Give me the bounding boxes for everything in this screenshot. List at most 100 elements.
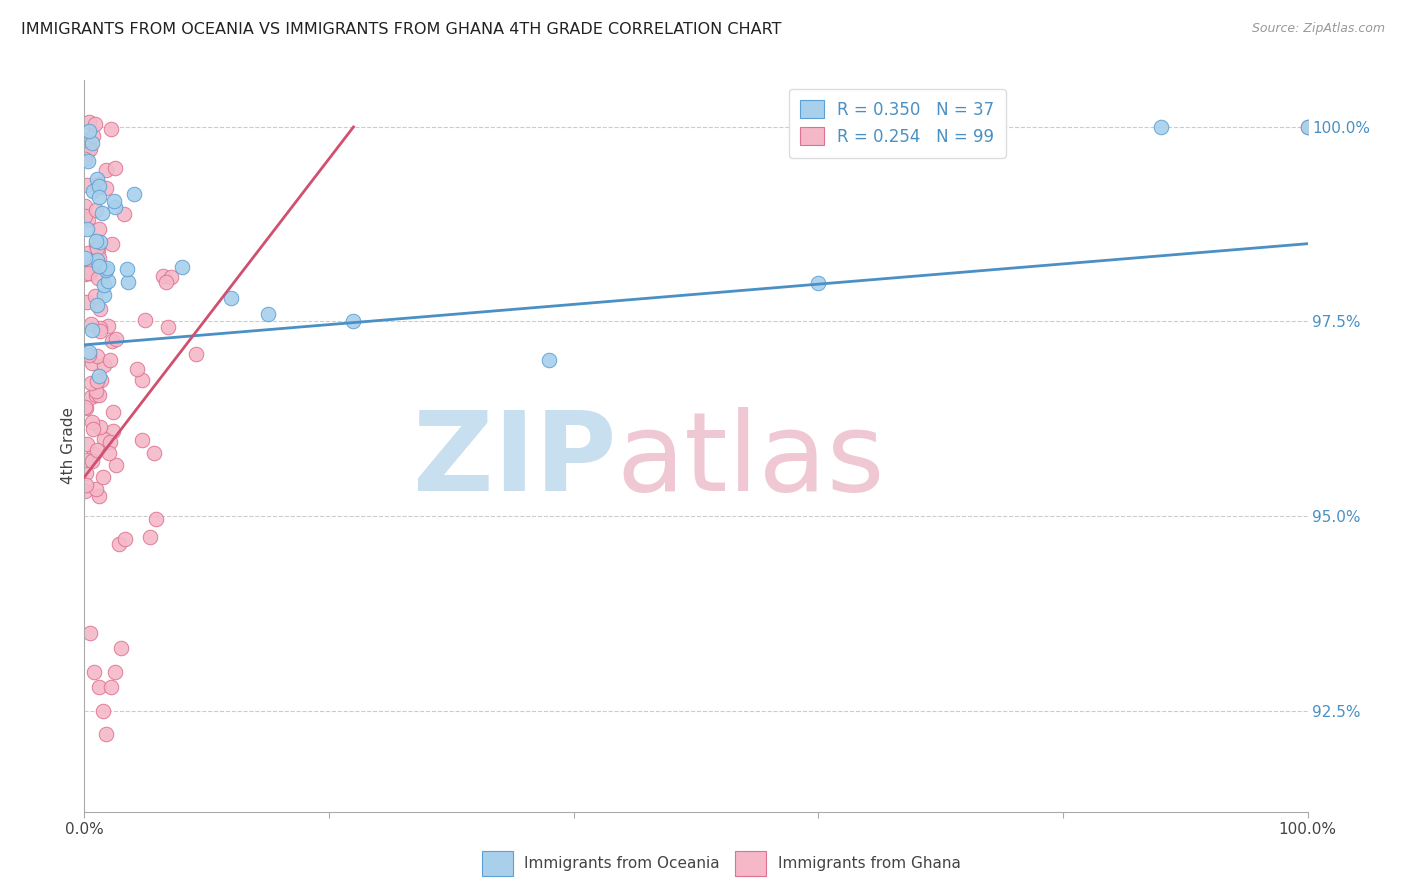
Point (1150, 120, 1173, 134)
Point (96, 727, 118, 741)
Point (73, 267, 96, 281)
Point (104, 161, 127, 175)
Point (89, 321, 111, 335)
Point (80, 415, 103, 429)
Point (84, 235, 107, 249)
Point (90, 206, 112, 220)
Point (97, 446, 120, 460)
Point (145, 512, 167, 526)
Point (76, 437, 98, 451)
Point (107, 537, 129, 551)
Point (96, 260, 118, 275)
Point (1296, 120, 1319, 134)
Point (76, 178, 98, 192)
Point (79, 345, 101, 359)
Point (103, 194, 125, 208)
Point (75, 478, 97, 492)
Point (75, 133, 97, 147)
Point (87, 178, 110, 193)
Point (83, 116, 105, 130)
Point (79, 142, 101, 156)
Point (100, 435, 122, 450)
Point (84, 289, 107, 303)
Point (80, 390, 103, 404)
Point (86, 298, 108, 312)
Point (1296, 120, 1319, 134)
Point (76, 222, 98, 236)
Point (86, 252, 108, 267)
Point (117, 275, 139, 289)
Text: IMMIGRANTS FROM OCEANIA VS IMMIGRANTS FROM GHANA 4TH GRADE CORRELATION CHART: IMMIGRANTS FROM OCEANIA VS IMMIGRANTS FR… (21, 22, 782, 37)
Point (89, 302, 111, 317)
Point (84, 237, 107, 252)
Point (87, 388, 110, 402)
Point (131, 433, 153, 447)
Point (77, 123, 100, 137)
Point (86, 243, 108, 257)
Point (101, 237, 124, 252)
Point (84, 384, 107, 398)
Point (77, 245, 100, 260)
Point (93, 288, 115, 302)
Point (75, 467, 97, 481)
Point (87, 251, 110, 265)
Point (110, 641, 132, 656)
Point (73, 484, 96, 499)
Point (105, 458, 128, 473)
Point (112, 207, 135, 221)
Point (82, 129, 104, 144)
Point (80, 376, 103, 391)
Point (219, 291, 242, 305)
Point (97, 274, 120, 288)
Point (139, 530, 162, 544)
Point (97, 318, 120, 333)
Point (86, 375, 108, 389)
Point (87, 260, 110, 274)
Point (807, 276, 830, 290)
Point (75, 210, 97, 224)
Point (104, 665, 127, 679)
Y-axis label: 4th Grade: 4th Grade (60, 408, 76, 484)
Point (89, 324, 111, 338)
Legend: R = 0.350   N = 37, R = 0.254   N = 99: R = 0.350 N = 37, R = 0.254 N = 99 (789, 88, 1005, 158)
Point (82, 323, 104, 337)
Point (89, 420, 111, 434)
Point (152, 269, 174, 284)
Text: atlas: atlas (616, 407, 884, 514)
Point (82, 422, 104, 436)
Point (125, 361, 148, 376)
Point (75, 251, 97, 265)
Text: Immigrants from Oceania: Immigrants from Oceania (524, 856, 720, 871)
Point (104, 200, 127, 214)
Point (122, 186, 145, 201)
Point (80, 356, 103, 370)
Point (79, 317, 101, 331)
Point (80, 136, 103, 151)
Point (91, 470, 114, 484)
Point (83, 665, 105, 679)
Point (87, 177, 110, 191)
Point (86, 241, 108, 255)
Point (79, 625, 101, 640)
Point (96, 163, 118, 178)
Point (82, 453, 104, 467)
Point (87, 271, 110, 285)
Point (100, 122, 122, 136)
Point (77, 153, 100, 168)
Point (79, 266, 101, 280)
Point (101, 405, 124, 419)
Point (157, 319, 180, 334)
Point (98, 352, 121, 367)
Point (100, 680, 122, 694)
Point (115, 262, 138, 277)
Point (142, 446, 165, 460)
Point (89, 235, 111, 249)
Point (87, 680, 110, 694)
Point (73, 400, 96, 414)
Point (89, 490, 111, 504)
Text: Source: ZipAtlas.com: Source: ZipAtlas.com (1251, 22, 1385, 36)
Point (114, 532, 136, 546)
Point (75, 401, 97, 416)
Point (86, 443, 108, 458)
Point (79, 348, 101, 362)
